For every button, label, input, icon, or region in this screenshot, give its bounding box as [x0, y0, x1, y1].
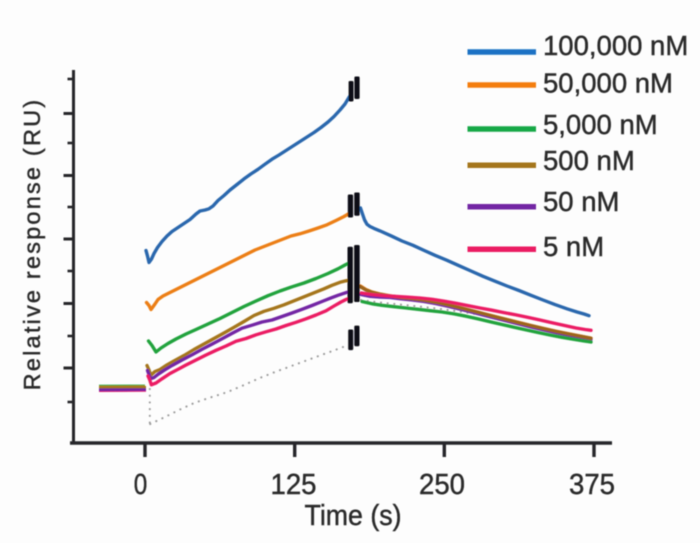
svg-text:50 nM: 50 nM: [543, 186, 619, 217]
svg-text:5,000 nM: 5,000 nM: [543, 109, 658, 140]
svg-text:5 nM: 5 nM: [543, 231, 604, 262]
svg-text:125: 125: [271, 469, 317, 501]
svg-text:100,000 nM: 100,000 nM: [543, 30, 688, 61]
svg-text:375: 375: [569, 469, 615, 501]
svg-text:500 nM: 500 nM: [543, 145, 635, 176]
svg-text:Time (s): Time (s): [305, 500, 402, 532]
svg-text:Relative response (RU): Relative response (RU): [19, 98, 45, 391]
svg-text:0: 0: [134, 469, 148, 501]
svg-text:50,000 nM: 50,000 nM: [543, 68, 673, 99]
svg-text:250: 250: [419, 469, 465, 501]
